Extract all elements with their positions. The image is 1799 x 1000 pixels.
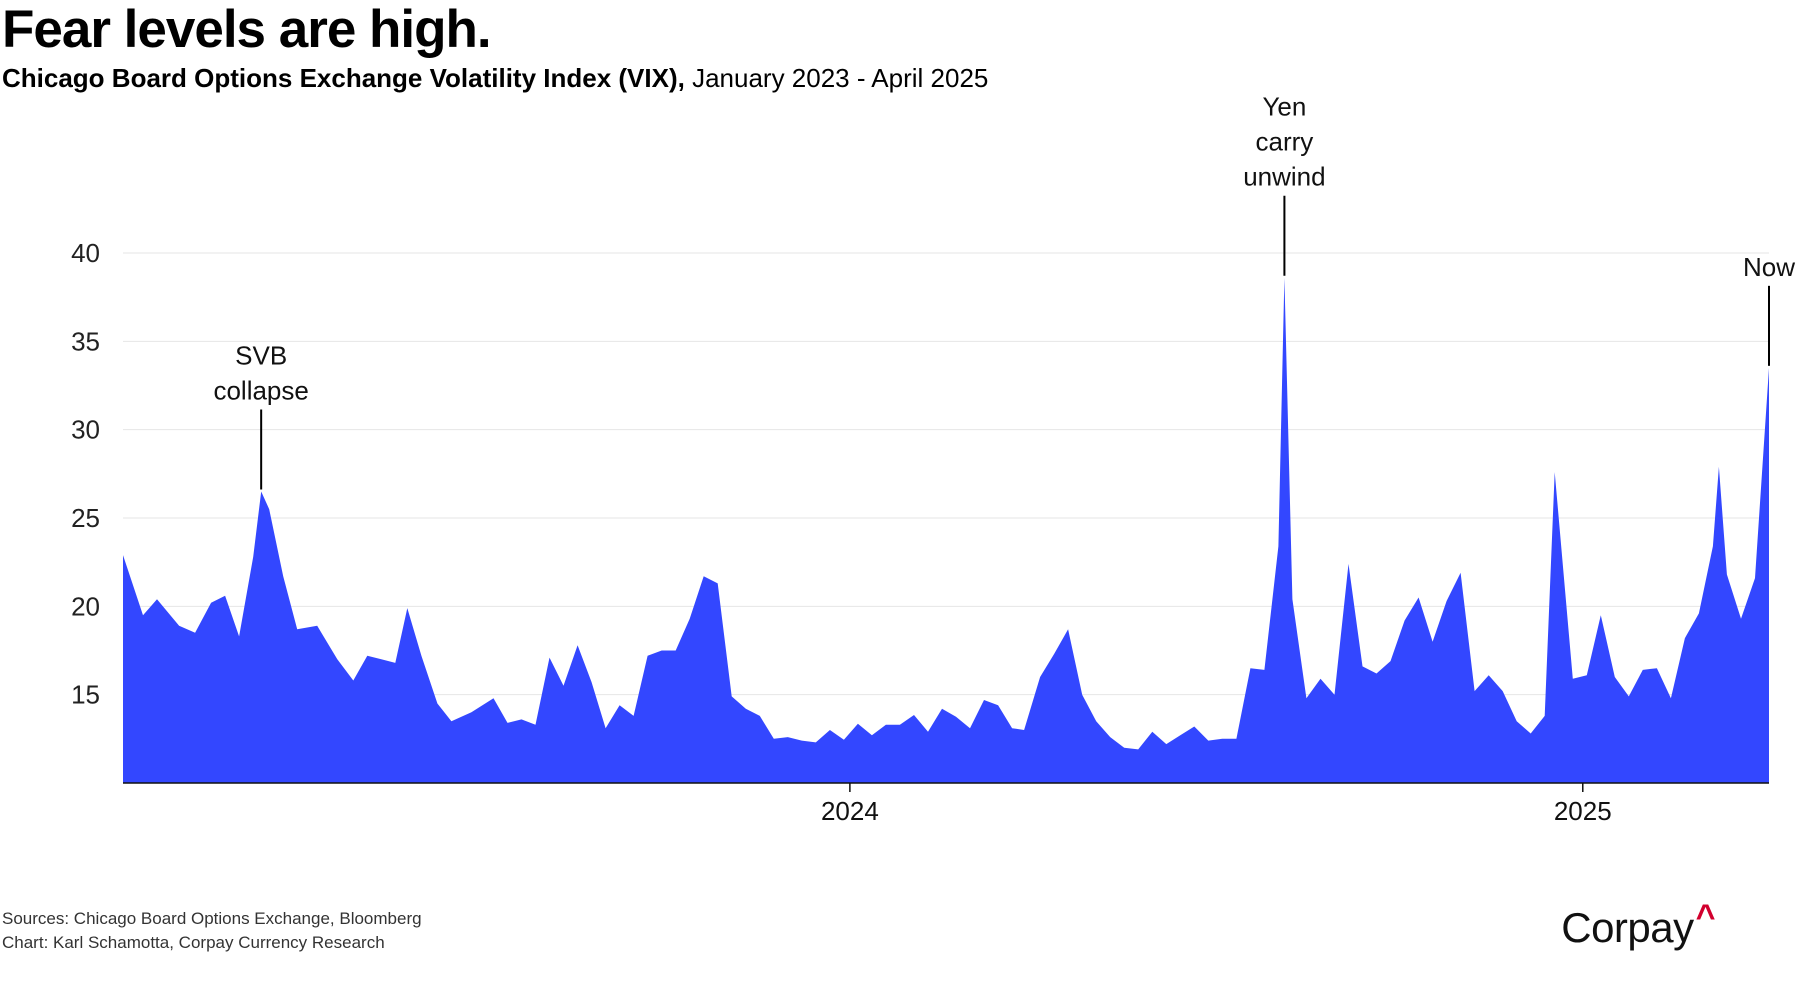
annotation-label: SVB [235, 341, 287, 371]
corpay-logo: Corpay^ [1561, 898, 1715, 952]
y-tick-label: 15 [71, 680, 100, 710]
logo-caret-mark: ^ [1695, 898, 1716, 936]
annotation-label: carry [1256, 127, 1314, 157]
subtitle-index-name: Chicago Board Options Exchange Volatilit… [2, 63, 685, 93]
x-axis: 2024 2025 [123, 782, 1769, 826]
logo-wordmark: Corpay [1561, 904, 1694, 951]
x-tick-label: 2025 [1554, 796, 1612, 826]
annotation-label: Yen [1262, 92, 1306, 122]
chart-subtitle: Chicago Board Options Exchange Volatilit… [2, 62, 988, 94]
y-tick-label: 40 [71, 238, 100, 268]
chart-footer-sources: Sources: Chicago Board Options Exchange,… [2, 907, 422, 955]
y-tick-label: 35 [71, 326, 100, 356]
y-tick-label: 20 [71, 591, 100, 621]
sources-line: Sources: Chicago Board Options Exchange,… [2, 909, 422, 928]
chart-title: Fear levels are high. [2, 0, 492, 59]
y-axis-ticks: 15 20 25 30 35 40 [71, 238, 100, 710]
annotation-label: Now [1743, 252, 1795, 282]
gridlines [123, 252, 1769, 696]
credit-line: Chart: Karl Schamotta, Corpay Currency R… [2, 933, 385, 952]
subtitle-date-range: January 2023 - April 2025 [692, 63, 989, 93]
x-tick-label: 2024 [821, 796, 879, 826]
vix-area-series [123, 277, 1769, 783]
y-tick-label: 30 [71, 415, 100, 445]
annotations: SVB collapse Yen carry unwind Now [213, 92, 1795, 490]
y-tick-label: 25 [71, 503, 100, 533]
annotation-label: collapse [213, 376, 308, 406]
annotation-label: unwind [1243, 162, 1325, 192]
